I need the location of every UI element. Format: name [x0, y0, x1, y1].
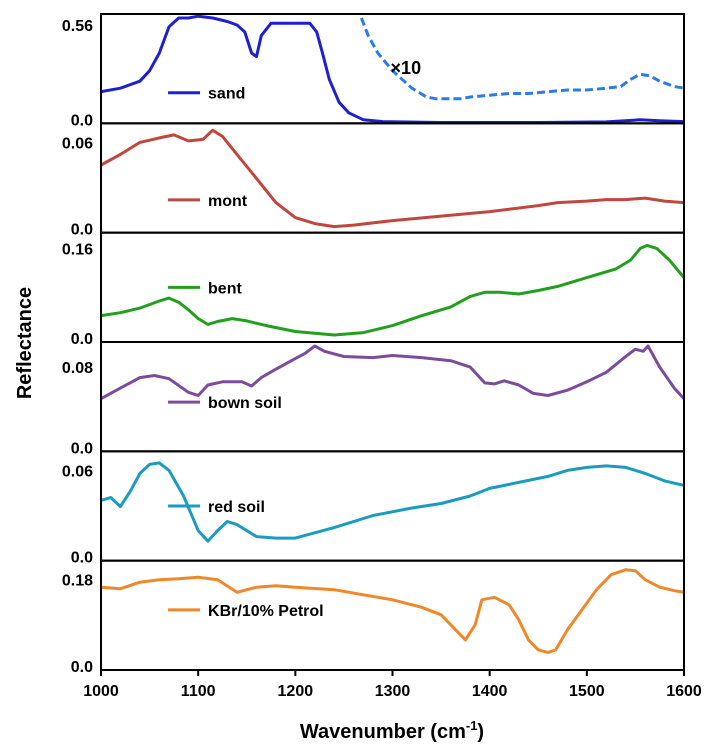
- legend-label-mont: mont: [208, 193, 248, 210]
- legend-label-kbr-10-petrol: KBr/10% Petrol: [208, 603, 324, 620]
- x-axis-title-tail: ): [477, 721, 484, 743]
- panel-sand: ×10 0.56 0.0 sand: [62, 13, 685, 129]
- y-tick-label-bottom-kbr-10-petrol: 0.0: [71, 659, 93, 676]
- series-line-sand-x10: [357, 14, 684, 101]
- series-line-red-soil: [101, 461, 684, 543]
- panel-frame-bown-soil: [100, 341, 685, 453]
- series-line-sand: [101, 14, 684, 124]
- y-tick-label-top-bent: 0.16: [62, 241, 93, 258]
- x-tick-label: 1400: [472, 683, 508, 700]
- annotation-x10: ×10: [391, 58, 422, 78]
- y-tick-label-top-bown-soil: 0.08: [62, 360, 93, 377]
- panel-red-soil: 0.06 0.0 red soil: [62, 450, 685, 567]
- y-tick-label-bottom-mont: 0.0: [71, 222, 93, 239]
- y-tick-label-bottom-bent: 0.0: [71, 331, 93, 348]
- legend-label-bent: bent: [208, 280, 242, 297]
- x-tick-label: 1000: [83, 683, 119, 700]
- y-tick-label-top-red-soil: 0.06: [62, 463, 93, 480]
- series-line-bent: [101, 243, 684, 337]
- x-axis-title: Wavenumber (cm-1): [300, 718, 484, 743]
- x-axis-title-main: Wavenumber (cm: [300, 721, 466, 743]
- x-tick-label: 1100: [181, 683, 216, 700]
- panel-kbr-10-petrol: 0.18 0.0 KBr/10% Petrol: [62, 559, 685, 676]
- x-tick-label: 1300: [375, 683, 411, 700]
- series-line-mont: [101, 128, 684, 229]
- x-axis-title-sup: -1: [466, 718, 478, 733]
- panel-bent: 0.16 0.0 bent: [62, 231, 685, 348]
- y-tick-label-top-kbr-10-petrol: 0.18: [62, 573, 93, 590]
- y-tick-label-top-sand: 0.56: [62, 18, 93, 35]
- x-axis: 1000 1100 1200 1300 1400 1500 1600: [83, 670, 702, 700]
- y-axis-title: Reflectance: [14, 287, 36, 399]
- x-tick-label: 1500: [569, 683, 605, 700]
- x-tick-label: 1200: [278, 683, 314, 700]
- x-tick-label: 1600: [666, 683, 702, 700]
- panels: ×10 0.56 0.0 sand 0.06 0.0 mont 0.16 0.0 bent 0.08…: [62, 13, 685, 676]
- panel-bown-soil: 0.08 0.0 bown soil: [62, 341, 685, 457]
- legend-label-bown-soil: bown soil: [208, 395, 282, 412]
- legend-label-sand: sand: [208, 86, 245, 103]
- series-line-kbr-10-petrol: [101, 568, 684, 654]
- y-tick-label-bottom-red-soil: 0.0: [71, 550, 93, 567]
- y-tick-label-top-mont: 0.06: [62, 135, 93, 152]
- panel-mont: 0.06 0.0 mont: [62, 122, 685, 239]
- series-line-bown-soil: [101, 344, 684, 401]
- legend-label-red-soil: red soil: [208, 499, 265, 516]
- y-tick-label-bottom-sand: 0.0: [71, 112, 93, 129]
- y-tick-label-bottom-bown-soil: 0.0: [71, 440, 93, 457]
